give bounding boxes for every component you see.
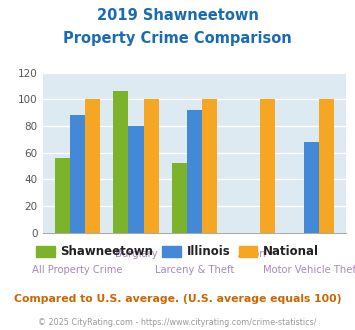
Bar: [85, 99, 100, 233]
Bar: [260, 99, 275, 233]
Bar: [55, 158, 70, 233]
Text: Larceny & Theft: Larceny & Theft: [155, 265, 234, 275]
Legend: Shawneetown, Illinois, National: Shawneetown, Illinois, National: [31, 241, 324, 263]
Bar: [129, 126, 143, 233]
Text: © 2025 CityRating.com - https://www.cityrating.com/crime-statistics/: © 2025 CityRating.com - https://www.city…: [38, 318, 317, 327]
Bar: [319, 99, 334, 233]
Text: Burglary: Burglary: [115, 249, 157, 259]
Bar: [171, 163, 187, 233]
Bar: [202, 99, 217, 233]
Text: Property Crime Comparison: Property Crime Comparison: [63, 31, 292, 46]
Bar: [70, 115, 85, 233]
Text: Arson: Arson: [239, 249, 267, 259]
Text: Motor Vehicle Theft: Motor Vehicle Theft: [263, 265, 355, 275]
Bar: [187, 110, 202, 233]
Text: Compared to U.S. average. (U.S. average equals 100): Compared to U.S. average. (U.S. average …: [14, 294, 341, 304]
Text: 2019 Shawneetown: 2019 Shawneetown: [97, 8, 258, 23]
Text: All Property Crime: All Property Crime: [32, 265, 123, 275]
Bar: [304, 142, 319, 233]
Bar: [143, 99, 159, 233]
Bar: [113, 91, 129, 233]
